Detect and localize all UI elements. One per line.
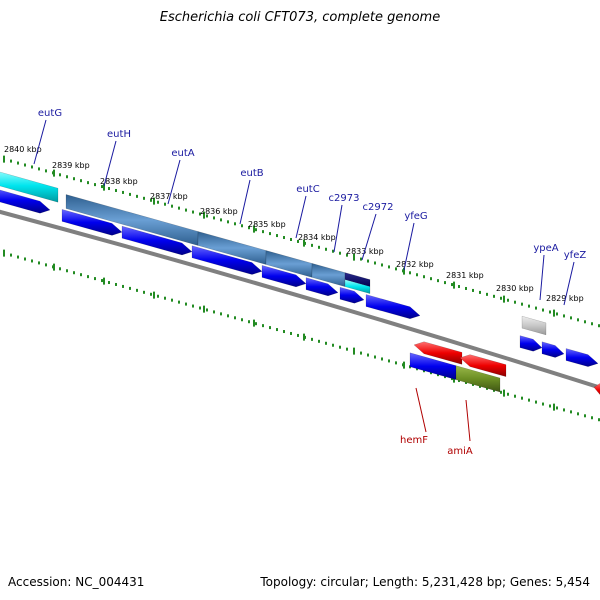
scale-label: 2837 kbp [150,192,188,201]
gene-label-c2972: c2972 [363,202,394,213]
map-title: Escherichia coli CFT073, complete genome [159,10,441,25]
scale-label: 2838 kbp [100,177,138,186]
gene-leader-line [563,261,575,306]
forward-cds-arrow [121,225,193,256]
forward-cds-arrow [565,348,599,367]
accession-label: Accession: NC_004431 [8,575,145,589]
feature-track [0,171,600,396]
forward-cds-arrow [261,265,307,288]
gene-label-c2973: c2973 [329,193,360,204]
gene-leader-line [415,387,427,433]
gene-leader-line [167,159,181,205]
genome-backbone [0,209,600,390]
gene-leader-line [465,399,471,442]
gene-leader-line [239,179,251,225]
forward-cds-arrow [191,245,263,275]
scale-label: 2831 kbp [446,271,484,280]
gene-label-eutc: eutC [296,184,319,195]
gene-leader-line [103,140,117,187]
scale-label: 2830 kbp [496,284,534,293]
forward-cds-arrow [541,341,565,358]
genome-summary: Topology: circular; Length: 5,231,428 bp… [260,575,590,589]
backbone-line [0,209,600,390]
forward-cds-arrow [365,294,421,320]
forward-cds-arrow [61,209,123,236]
gene-leader-line [33,119,47,165]
scale-ticks [3,155,600,422]
scale-label: 2834 kbp [298,233,336,242]
forward-cds-arrow [339,286,365,304]
gene-label-eutb: eutB [240,168,263,179]
gene-label-hemf: hemF [400,435,428,446]
reverse-cds-arrow [459,354,507,378]
scale-label: 2836 kbp [200,207,238,216]
gene-leader-line [295,195,307,239]
gene-leader-line [333,204,343,253]
reverse-olive-block [455,365,501,393]
forward-cds-arrow [305,277,339,297]
gene-label-yfeg: yfeG [404,211,427,222]
scale-label: 2840 kbp [4,145,42,154]
forward-cds-arrow [519,335,543,352]
gene-label-yfez: yfeZ [564,250,587,261]
scale-label: 2832 kbp [396,260,434,269]
scale-label: 2829 kbp [546,294,584,303]
feature-cyan-block [344,279,371,294]
reverse-cds-arrow [593,383,600,396]
gene-label-amia: amiA [447,446,473,457]
scale-label: 2839 kbp [52,161,90,170]
gene-leader-line [403,222,415,271]
feature-grey-block [521,315,547,336]
feature-cyan-block [0,171,59,203]
gene-label-euth: eutH [107,129,131,140]
gene-label-eutg: eutG [38,108,62,119]
forward-cds-arrow [0,189,51,214]
gene-label-ypea: ypeA [533,243,558,254]
gene-leader-line [361,213,377,261]
scale-label: 2835 kbp [248,220,286,229]
gene-leader-line [539,254,545,301]
gene-label-euta: eutA [171,148,194,159]
